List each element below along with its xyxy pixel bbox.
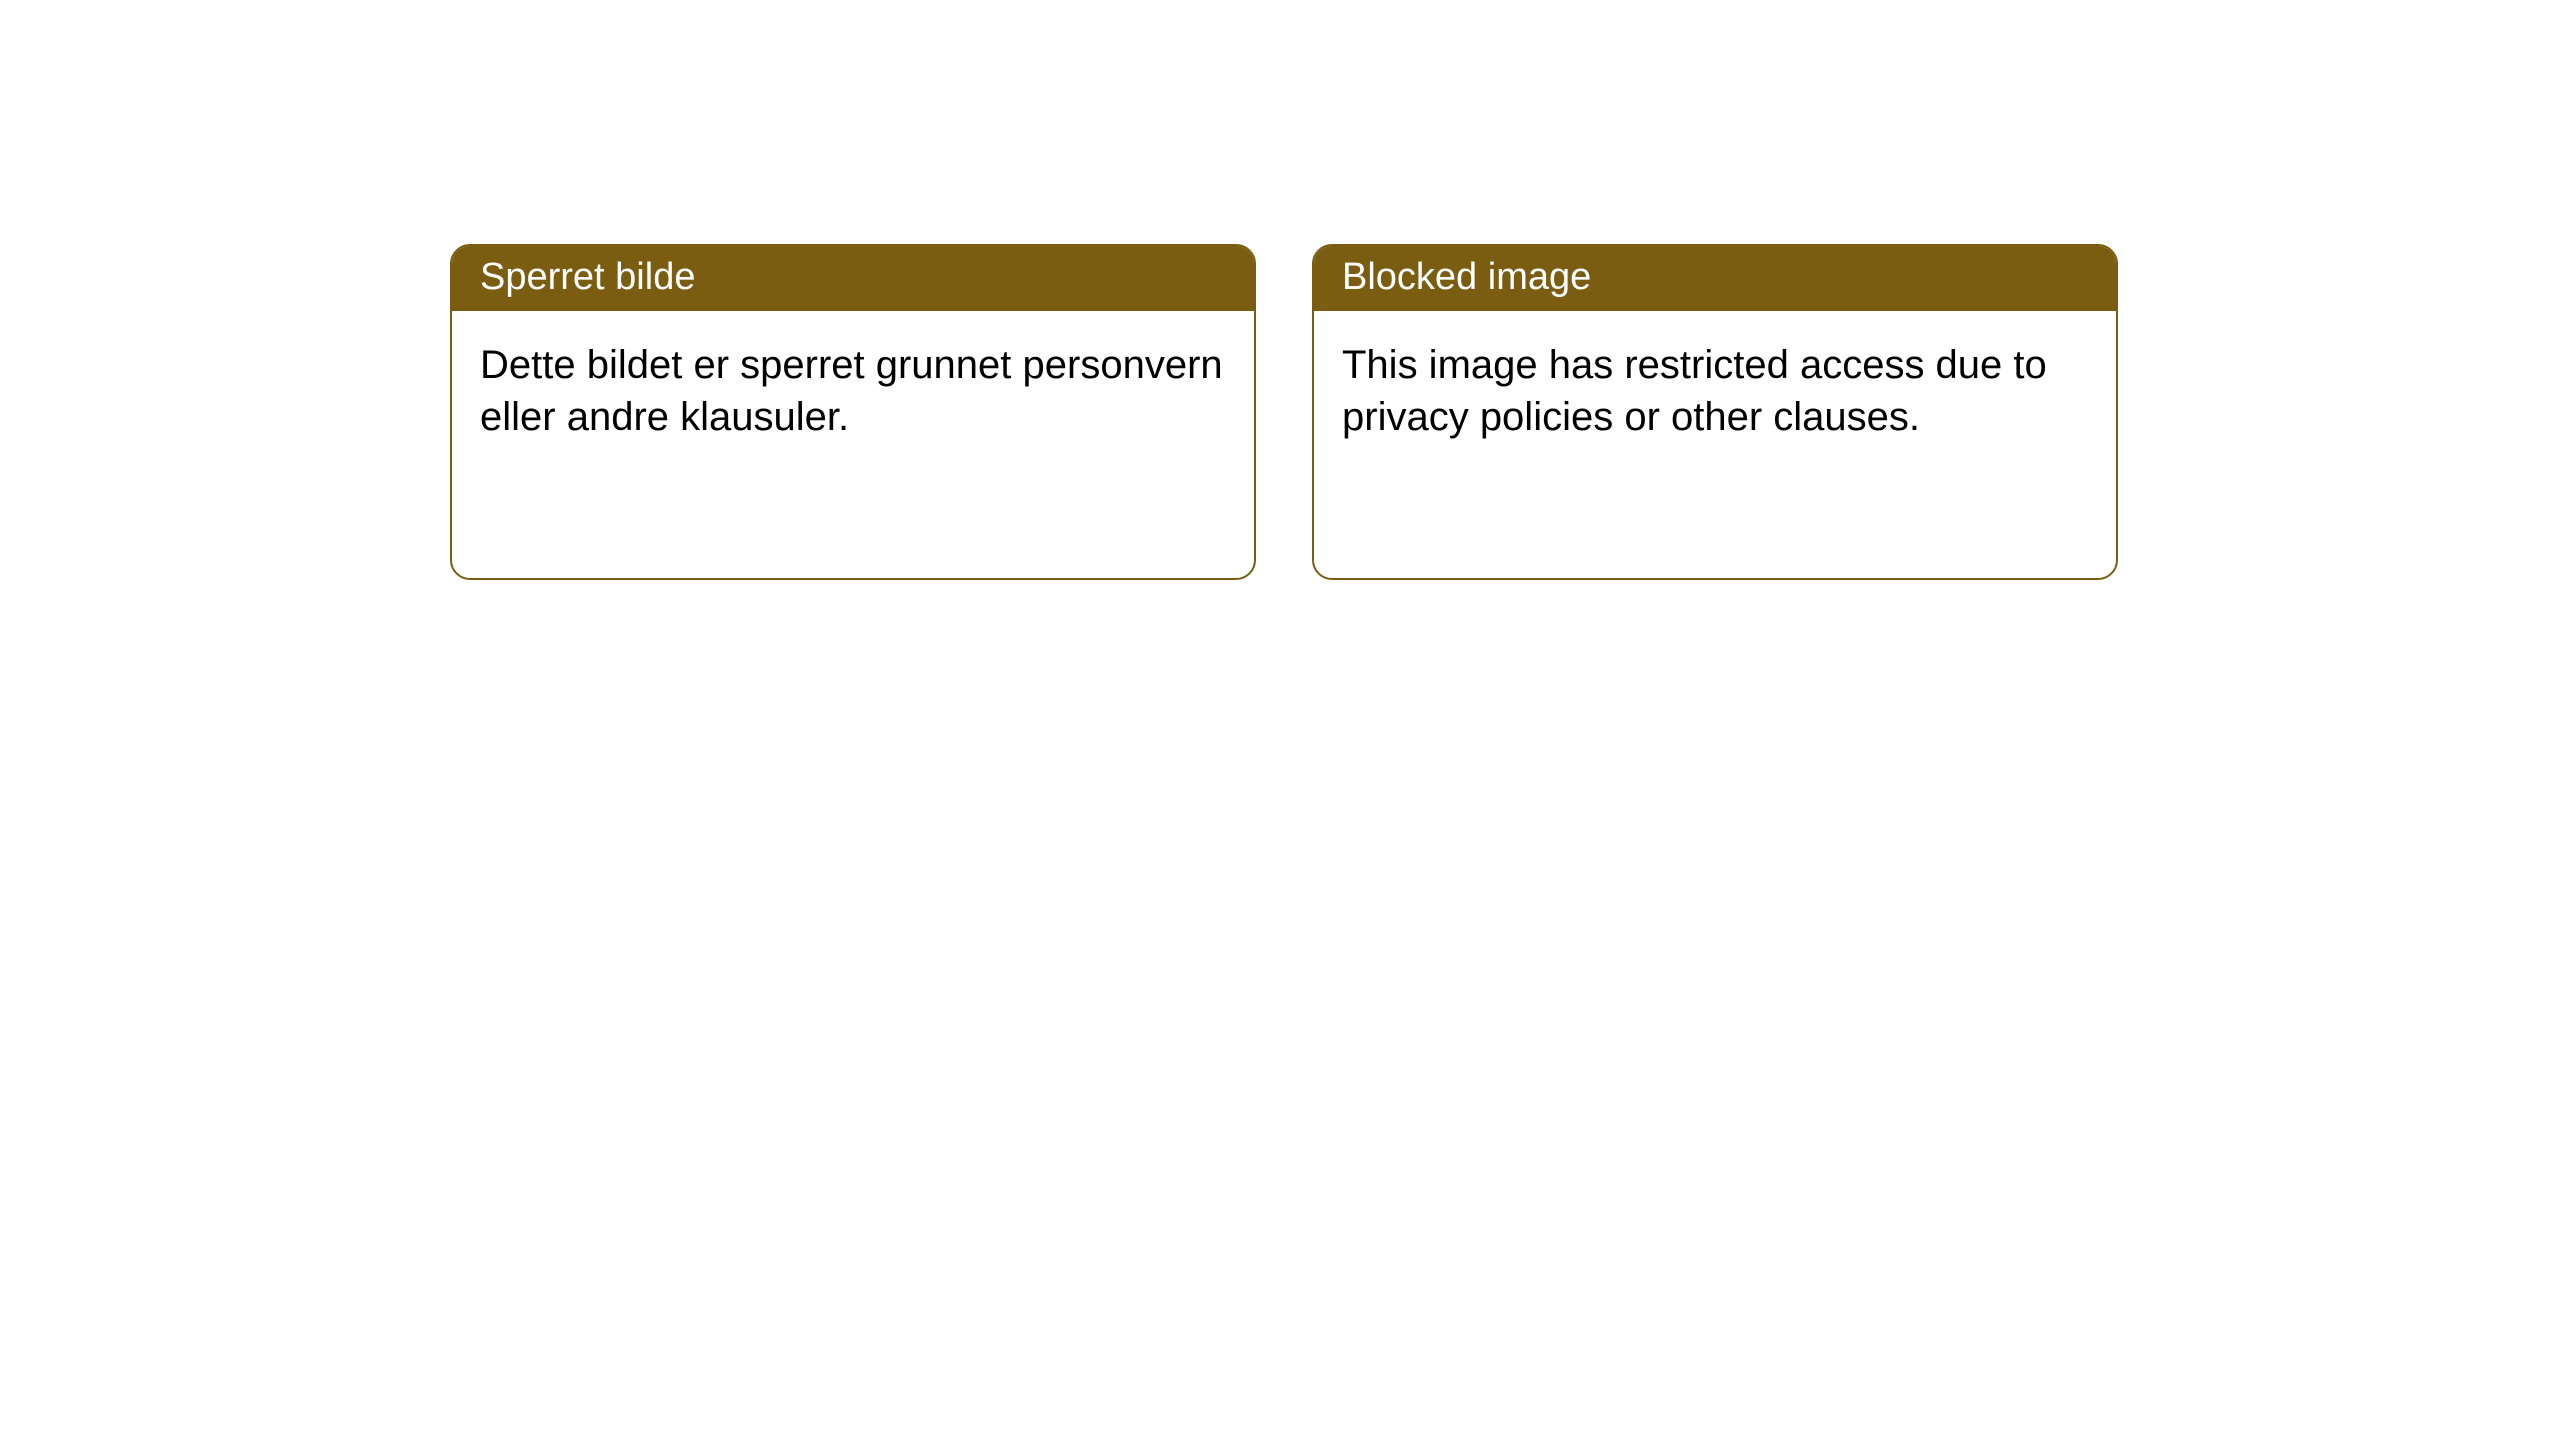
notice-title-no: Sperret bilde — [452, 246, 1254, 311]
notice-body-en: This image has restricted access due to … — [1314, 311, 2116, 471]
notice-title-en: Blocked image — [1314, 246, 2116, 311]
notice-body-no: Dette bildet er sperret grunnet personve… — [452, 311, 1254, 471]
notice-container: Sperret bilde Dette bildet er sperret gr… — [0, 0, 2560, 580]
notice-card-no: Sperret bilde Dette bildet er sperret gr… — [450, 244, 1256, 580]
notice-card-en: Blocked image This image has restricted … — [1312, 244, 2118, 580]
